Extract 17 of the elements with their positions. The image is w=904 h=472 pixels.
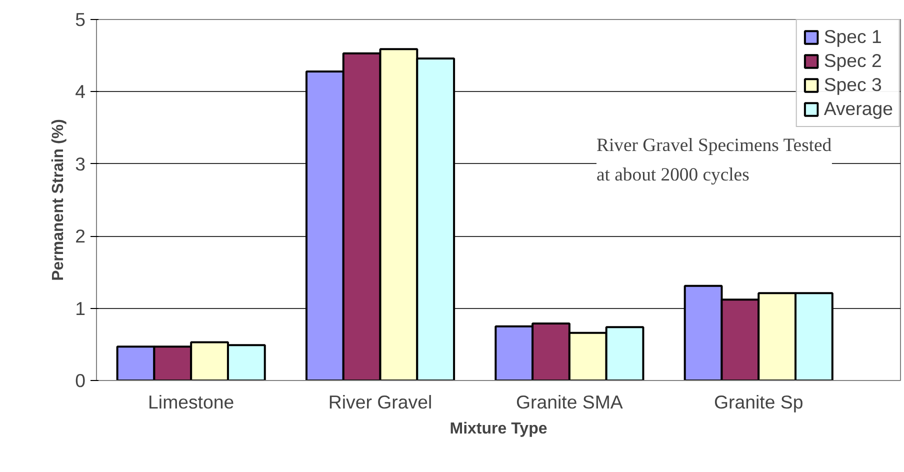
x-axis-title: Mixture Type	[450, 420, 548, 438]
y-tick-label: 0	[75, 370, 86, 391]
y-tick-label: 2	[75, 226, 86, 247]
y-tick-label: 1	[75, 298, 86, 319]
y-axis-title: Permanent Strain (%)	[50, 119, 68, 281]
x-tick-label: Limestone	[148, 392, 234, 412]
legend-label: Spec 2	[824, 50, 882, 72]
x-tick-label: Granite SMA	[516, 392, 624, 412]
y-tick-label: 3	[75, 153, 86, 174]
y-tick-label: 4	[75, 81, 86, 102]
legend-label: Spec 1	[824, 26, 882, 48]
x-tick-label: Granite Sp	[714, 392, 804, 412]
y-tick-label: 5	[75, 9, 86, 30]
legend-label: Average	[824, 98, 893, 120]
annotation: River Gravel Specimens Tested at about 2000 cycles	[596, 135, 832, 186]
legend-label: Spec 3	[824, 74, 882, 96]
x-tick-label: River Gravel	[328, 392, 432, 412]
